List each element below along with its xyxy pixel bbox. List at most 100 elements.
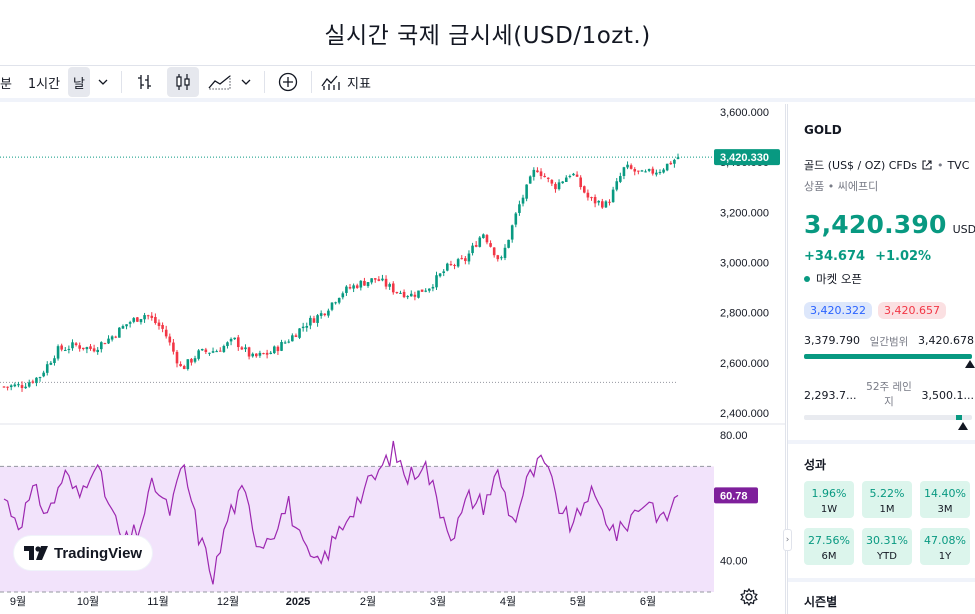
performance-1w-box[interactable]: 1.96% 1W [804, 481, 854, 518]
performance-1m-box[interactable]: 5.22% 1M [862, 481, 912, 518]
compare-button[interactable] [274, 67, 302, 97]
candle-body [586, 192, 590, 198]
candle-body [49, 362, 53, 365]
candle-body [128, 322, 132, 324]
candle-body [406, 296, 409, 298]
candle-body [633, 169, 637, 172]
indicators-label: 지표 [347, 76, 371, 92]
toolbar-divider [264, 71, 265, 93]
candle-body [363, 280, 366, 286]
candle-body [186, 359, 190, 370]
performance-6m-box[interactable]: 27.56% 6M [804, 528, 854, 565]
chart-area[interactable]: 3,600.0003,400.0003,200.0003,000.0002,80… [0, 104, 786, 614]
bid-price: 3,420.322 [804, 302, 872, 319]
interval-day-button[interactable]: 날 [68, 67, 90, 97]
panel-divider [788, 578, 975, 582]
candle-body [125, 324, 128, 327]
candle-body [45, 364, 49, 373]
price-axis-tick: 3,200.000 [720, 207, 769, 219]
ask-price: 3,420.657 [877, 302, 946, 319]
performance-ytd-box[interactable]: 30.31% YTD [862, 528, 912, 565]
exchange-name: TVC [947, 158, 970, 172]
candle-body [81, 347, 85, 350]
candle-body [222, 346, 226, 352]
candle-body [518, 204, 521, 213]
candle-body [503, 247, 507, 258]
candle-body [482, 234, 485, 239]
candle-body [384, 278, 388, 287]
candle-body [510, 225, 514, 240]
candle-body [402, 291, 406, 298]
candle-body [291, 335, 294, 342]
performance-value: 14.40% [924, 487, 966, 500]
last-price-row: 3,420.390 USD [804, 210, 975, 239]
candle-body [218, 350, 222, 352]
time-axis-tick: 6월 [640, 595, 656, 608]
candle-body [348, 287, 352, 289]
candle-body [424, 290, 428, 292]
candle-body [420, 289, 424, 292]
rsi-value-tag [714, 487, 758, 504]
price-axis-tick: 2,800.000 [720, 308, 769, 320]
indicators-button[interactable]: 지표 [321, 67, 385, 97]
candle-body [471, 245, 474, 254]
price-chart[interactable]: 3,600.0003,400.0003,200.0003,000.0002,80… [0, 104, 786, 614]
settings-button[interactable] [740, 587, 758, 607]
tradingview-logo-icon [24, 546, 48, 560]
candle-body [572, 173, 575, 176]
candle-body [31, 381, 35, 383]
candle-body [53, 358, 56, 364]
candle-body [60, 345, 63, 350]
performance-1y-box[interactable]: 47.08% 1Y [920, 528, 970, 565]
week52-high: 3,500.1... [921, 388, 974, 402]
bars-icon [138, 75, 151, 89]
chart-type-dropdown-button[interactable] [237, 67, 255, 97]
panel-collapse-handle[interactable]: › [783, 529, 792, 551]
candle-body [597, 200, 601, 203]
candle-body [662, 169, 665, 173]
candle-body [233, 337, 236, 340]
area-chart-icon [208, 75, 231, 90]
candle-body [319, 313, 323, 316]
tradingview-watermark[interactable]: TradingView [14, 536, 153, 570]
candle-style-button[interactable] [167, 67, 199, 97]
performance-value: 27.56% [808, 534, 850, 547]
area-style-button[interactable] [205, 67, 235, 97]
last-price: 3,420.390 [804, 210, 947, 239]
toolbar-divider [121, 71, 122, 93]
rsi-axis-tick: 80.00 [720, 430, 748, 442]
candle-body [114, 336, 118, 338]
interval-minutes-button[interactable]: 분 [0, 67, 14, 97]
candle-body [442, 271, 446, 273]
candle-body [56, 346, 60, 359]
candle-body [179, 364, 182, 367]
candle-body [370, 278, 373, 283]
interval-1h-button[interactable]: 1시간 [22, 67, 66, 97]
time-axis-tick: 4월 [500, 595, 516, 608]
week52-label-line1: 52주 레인 [866, 381, 912, 393]
time-axis-tick: 9월 [10, 595, 26, 608]
candle-body [38, 377, 42, 379]
candle-body [601, 201, 604, 208]
candle-body [377, 279, 381, 281]
candle-body [399, 292, 402, 294]
candle-body [647, 168, 651, 171]
candle-body [146, 315, 150, 317]
candle-body [287, 341, 291, 343]
candle-body [301, 326, 305, 329]
candle-body [226, 342, 229, 347]
price-change-row: +34.674 +1.02% [804, 249, 931, 264]
candle-body [2, 386, 6, 388]
symbol-description[interactable]: 골드 (US$ / OZ) CFDs [804, 159, 917, 172]
candle-body [579, 177, 582, 188]
performance-3m-box[interactable]: 14.40% 3M [920, 481, 970, 518]
candle-body [543, 175, 546, 178]
bar-style-button[interactable] [131, 67, 159, 97]
candle-body [464, 258, 467, 262]
candle-body [139, 319, 143, 323]
external-link-icon[interactable] [921, 159, 933, 171]
interval-1h-label: 1시간 [27, 76, 61, 92]
candle-body [446, 263, 449, 271]
interval-dropdown-button[interactable] [94, 67, 112, 97]
candle-body [550, 179, 554, 184]
